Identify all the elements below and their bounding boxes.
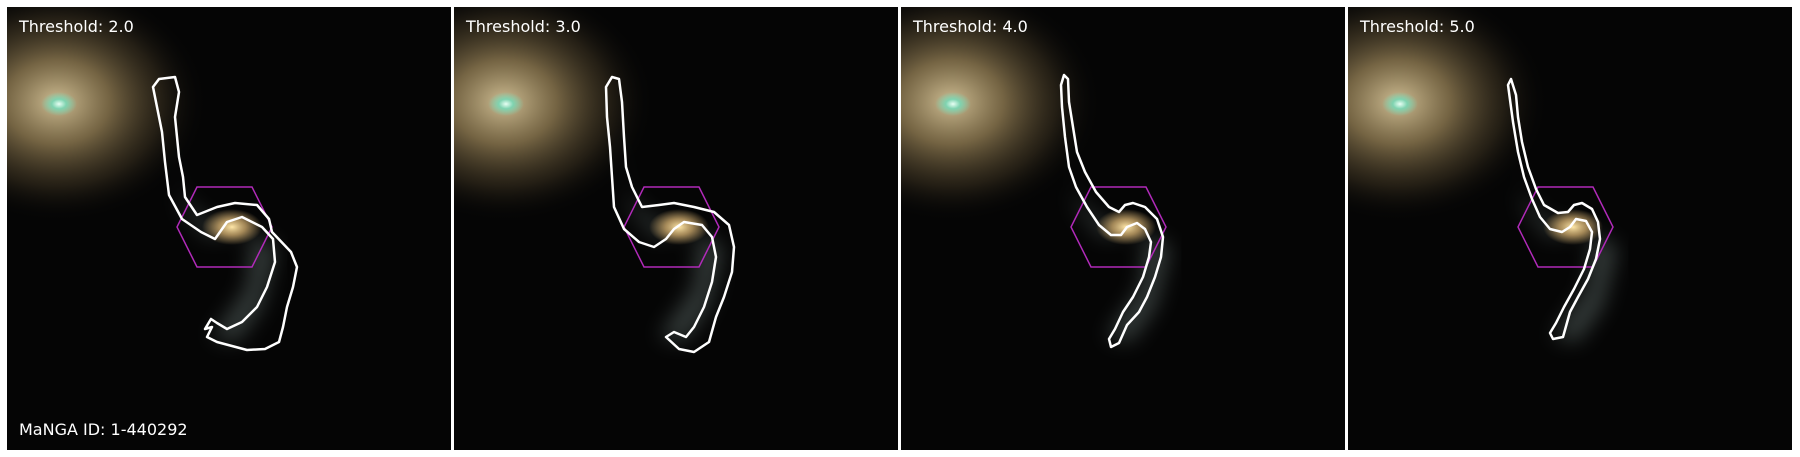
manga-id-label: MaNGA ID: 1-440292 [19, 420, 188, 439]
hexagon-footprint [176, 186, 273, 268]
threshold-label: Threshold: 4.0 [913, 17, 1028, 36]
galaxy-image [1348, 7, 1792, 450]
threshold-contour [604, 75, 736, 354]
galaxy-image [901, 7, 1345, 450]
panel-threshold-3: Threshold: 3.0 [454, 7, 898, 450]
threshold-label: Threshold: 2.0 [19, 17, 134, 36]
threshold-label: Threshold: 3.0 [466, 17, 581, 36]
panel-threshold-2: Threshold: 2.0 MaNGA ID: 1-440292 [7, 7, 451, 450]
panel-threshold-4: Threshold: 4.0 [901, 7, 1345, 450]
threshold-label: Threshold: 5.0 [1360, 17, 1475, 36]
threshold-contour [1059, 73, 1165, 349]
threshold-contour [151, 75, 299, 352]
threshold-contour [1506, 77, 1602, 341]
galaxy-image [7, 7, 451, 450]
panel-threshold-5: Threshold: 5.0 [1348, 7, 1792, 450]
galaxy-image [454, 7, 898, 450]
